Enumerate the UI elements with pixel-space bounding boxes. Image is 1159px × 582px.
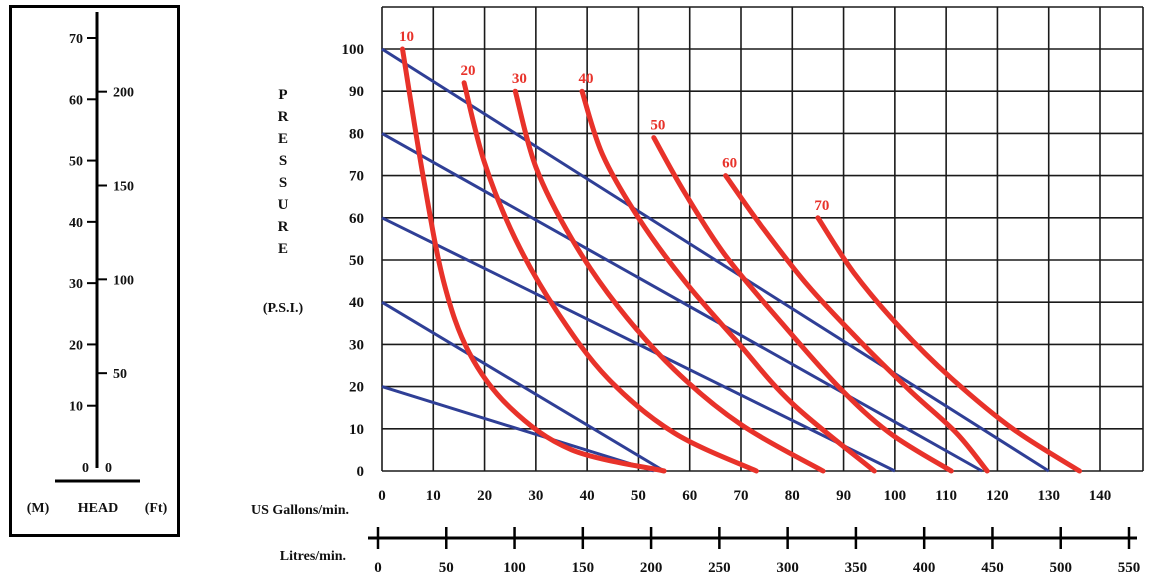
x-tick-us-label: 50: [631, 488, 646, 504]
curve-label-70: 70: [814, 198, 829, 214]
x-tick-litres-label: 450: [981, 560, 1004, 576]
ylabel-unit: (P.S.I.): [263, 301, 304, 316]
ylabel-letter: E: [278, 241, 288, 257]
x-tick-us-label: 60: [682, 488, 697, 504]
head-scale-panel: [9, 5, 180, 537]
head-m-tick-label: 20: [69, 338, 83, 353]
head-m-tick-label: 40: [69, 216, 83, 231]
x-tick-us-label: 110: [935, 488, 957, 504]
x-tick-us-label: 140: [1089, 488, 1112, 504]
curve-60: [723, 173, 990, 474]
curve-label-30: 30: [512, 71, 527, 87]
x-axis-label-litres: Litres/min.: [280, 549, 346, 564]
x-tick-us-label: 40: [580, 488, 595, 504]
x-axis-label-us: US Gallons/min.: [251, 503, 349, 518]
y-tick-label: 0: [357, 464, 365, 480]
curve-30: [512, 88, 826, 474]
ylabel-letter: S: [279, 175, 287, 191]
curve-label-50: 50: [650, 118, 665, 134]
ylabel-letter: S: [279, 153, 287, 169]
x-tick-us-label: 100: [884, 488, 907, 504]
x-tick-litres-label: 0: [374, 560, 382, 576]
air-pressure-line-4: [381, 300, 665, 473]
x-tick-us-label: 90: [836, 488, 851, 504]
x-tick-litres-label: 350: [845, 560, 868, 576]
y-tick-label: 20: [349, 380, 364, 396]
head-m-tick-label: 10: [69, 400, 83, 415]
y-tick-label: 100: [342, 42, 365, 58]
x-tick-litres-label: 550: [1118, 560, 1141, 576]
chart-grid: [381, 6, 1144, 472]
air-pressure-line-2: [381, 132, 983, 473]
x-tick-litres-label: 300: [776, 560, 799, 576]
x-tick-us-label: 120: [986, 488, 1009, 504]
head-caption-m: (M): [27, 501, 50, 516]
head-m-tick-label: 70: [69, 32, 83, 47]
head-m-tick-label: 30: [69, 277, 83, 292]
y-tick-label: 30: [349, 337, 364, 353]
y-tick-label: 40: [349, 295, 364, 311]
x-tick-litres-label: 150: [572, 560, 595, 576]
head-caption-head: HEAD: [78, 501, 118, 516]
x-tick-us-label: 130: [1037, 488, 1060, 504]
y-tick-label: 90: [349, 84, 364, 100]
ylabel-letter: E: [278, 131, 288, 147]
curve-label-20: 20: [461, 63, 476, 79]
ylabel-letter: U: [278, 197, 289, 213]
head-ft-tick-label: 150: [113, 180, 134, 195]
air-consumption-curves: 10 20 30 40 50 60 70: [399, 29, 1082, 474]
x-tick-us-label: 20: [477, 488, 492, 504]
head-m-tick-label: 0: [82, 461, 89, 476]
x-tick-litres-label: 250: [708, 560, 731, 576]
y-tick-label: 70: [349, 169, 364, 185]
y-tick-label: 50: [349, 253, 364, 269]
x-tick-litres-label: 100: [503, 560, 526, 576]
head-ft-tick-label: 100: [113, 273, 134, 288]
head-ft-tick-label: 200: [113, 86, 134, 101]
air-pressure-line-3: [381, 216, 896, 473]
air-pressure-line-5: [381, 385, 655, 473]
head-ft-tick-label: 50: [113, 367, 127, 382]
curve-label-40: 40: [579, 71, 594, 87]
head-m-tick-label: 50: [69, 155, 83, 170]
x-tick-litres-label: 500: [1049, 560, 1072, 576]
air-pressure-line-1: [381, 47, 1050, 473]
curve-10: [400, 46, 667, 474]
curve-70: [815, 215, 1082, 474]
y-tick-label: 10: [349, 422, 364, 438]
ylabel-letter: R: [278, 109, 289, 125]
y-tick-label: 60: [349, 211, 364, 227]
x-tick-us-label: 0: [378, 488, 386, 504]
ylabel-letter: P: [278, 87, 287, 103]
curve-40: [579, 88, 877, 474]
curve-label-10: 10: [399, 29, 414, 45]
x-tick-litres-label: 50: [439, 560, 454, 576]
head-caption-ft: (Ft): [145, 501, 168, 516]
y-tick-label: 80: [349, 126, 364, 142]
curve-20: [461, 80, 759, 474]
air-pressure-lines: [381, 47, 1050, 473]
curve-50: [651, 135, 954, 474]
x-tick-us-label: 10: [426, 488, 441, 504]
x-tick-us-label: 70: [734, 488, 749, 504]
curve-label-60: 60: [722, 156, 737, 172]
head-m-tick-label: 60: [69, 93, 83, 108]
ylabel-letter: R: [278, 219, 289, 235]
head-ft-tick-label: 0: [105, 461, 112, 476]
x-tick-us-label: 80: [785, 488, 800, 504]
x-tick-litres-label: 200: [640, 560, 663, 576]
x-tick-us-label: 30: [528, 488, 543, 504]
x-tick-litres-label: 400: [913, 560, 936, 576]
